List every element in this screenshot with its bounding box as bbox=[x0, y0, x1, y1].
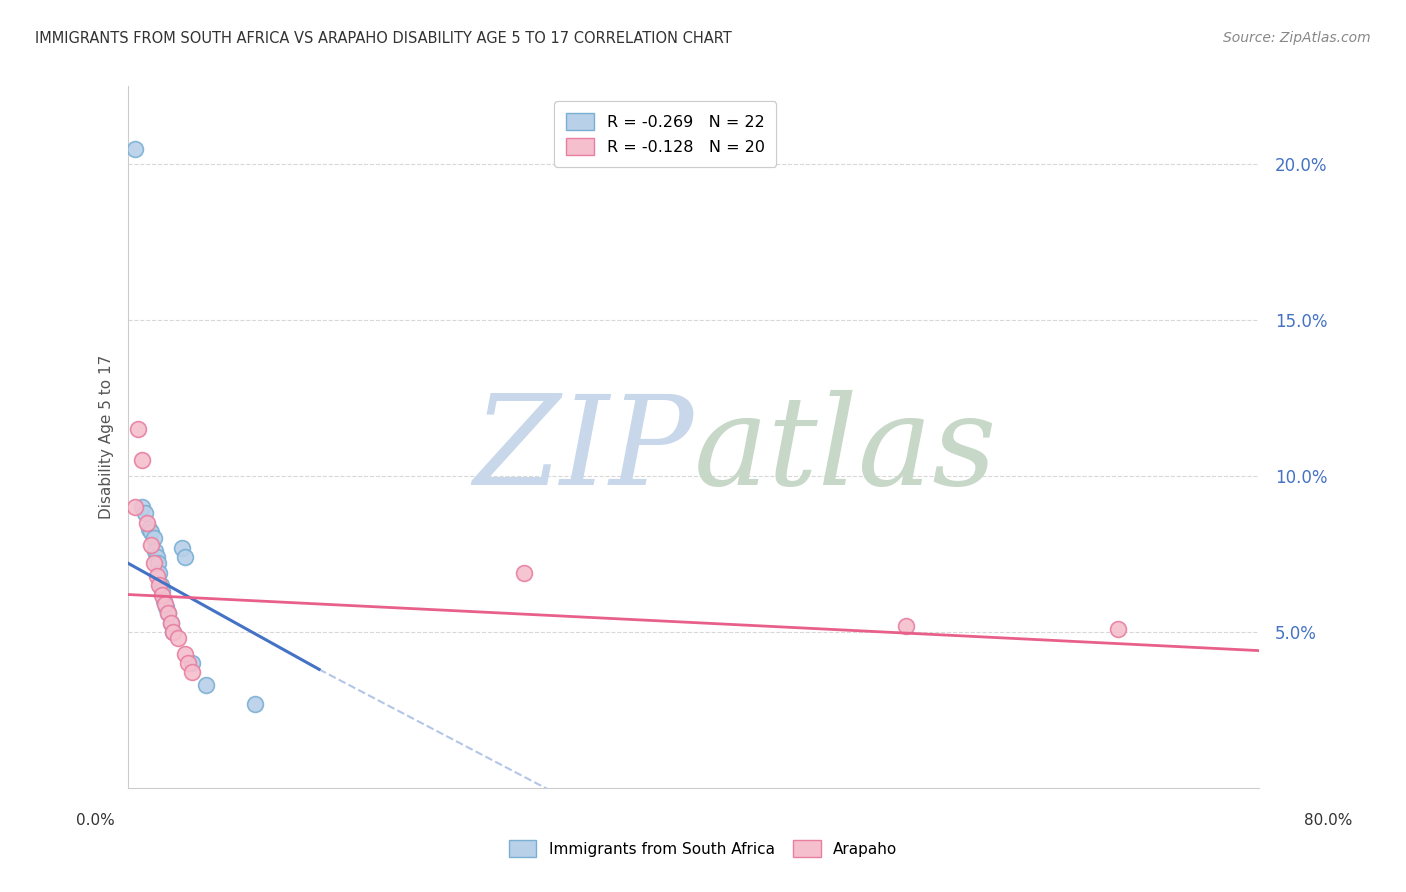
Point bbox=[173, 647, 195, 661]
Point bbox=[142, 557, 165, 571]
Point bbox=[139, 538, 162, 552]
Point bbox=[135, 516, 157, 530]
Legend: Immigrants from South Africa, Arapaho: Immigrants from South Africa, Arapaho bbox=[502, 833, 904, 864]
Point bbox=[1107, 622, 1129, 636]
Point bbox=[513, 566, 536, 580]
Point bbox=[148, 566, 170, 580]
Point bbox=[143, 544, 166, 558]
Point bbox=[170, 541, 193, 555]
Point bbox=[156, 606, 179, 620]
Point bbox=[150, 584, 173, 599]
Y-axis label: Disability Age 5 to 17: Disability Age 5 to 17 bbox=[100, 355, 114, 519]
Legend: R = -0.269   N = 22, R = -0.128   N = 20: R = -0.269 N = 22, R = -0.128 N = 20 bbox=[554, 102, 776, 167]
Point bbox=[149, 578, 172, 592]
Point bbox=[156, 606, 179, 620]
Point bbox=[195, 678, 218, 692]
Point bbox=[131, 453, 153, 467]
Point bbox=[131, 500, 153, 515]
Text: Source: ZipAtlas.com: Source: ZipAtlas.com bbox=[1223, 31, 1371, 45]
Point bbox=[148, 578, 170, 592]
Point bbox=[142, 532, 165, 546]
Point bbox=[173, 550, 195, 565]
Point bbox=[245, 697, 267, 711]
Point bbox=[153, 597, 176, 611]
Point bbox=[127, 422, 149, 436]
Point bbox=[894, 618, 917, 632]
Point bbox=[124, 142, 146, 156]
Point bbox=[150, 587, 173, 601]
Point bbox=[145, 550, 167, 565]
Point bbox=[134, 507, 156, 521]
Text: IMMIGRANTS FROM SOUTH AFRICA VS ARAPAHO DISABILITY AGE 5 TO 17 CORRELATION CHART: IMMIGRANTS FROM SOUTH AFRICA VS ARAPAHO … bbox=[35, 31, 733, 46]
Point bbox=[162, 624, 184, 639]
Point bbox=[146, 557, 169, 571]
Point bbox=[180, 665, 202, 680]
Point bbox=[162, 624, 184, 639]
Point bbox=[166, 631, 188, 645]
Text: atlas: atlas bbox=[693, 391, 997, 512]
Point bbox=[155, 599, 177, 614]
Text: 0.0%: 0.0% bbox=[76, 814, 115, 828]
Point bbox=[159, 615, 181, 630]
Point bbox=[138, 522, 160, 536]
Point bbox=[124, 500, 146, 515]
Point bbox=[139, 525, 162, 540]
Text: ZIP: ZIP bbox=[474, 391, 693, 512]
Text: 80.0%: 80.0% bbox=[1305, 814, 1353, 828]
Point bbox=[180, 656, 202, 670]
Point bbox=[159, 615, 181, 630]
Point bbox=[145, 569, 167, 583]
Point bbox=[176, 656, 198, 670]
Point bbox=[152, 593, 174, 607]
